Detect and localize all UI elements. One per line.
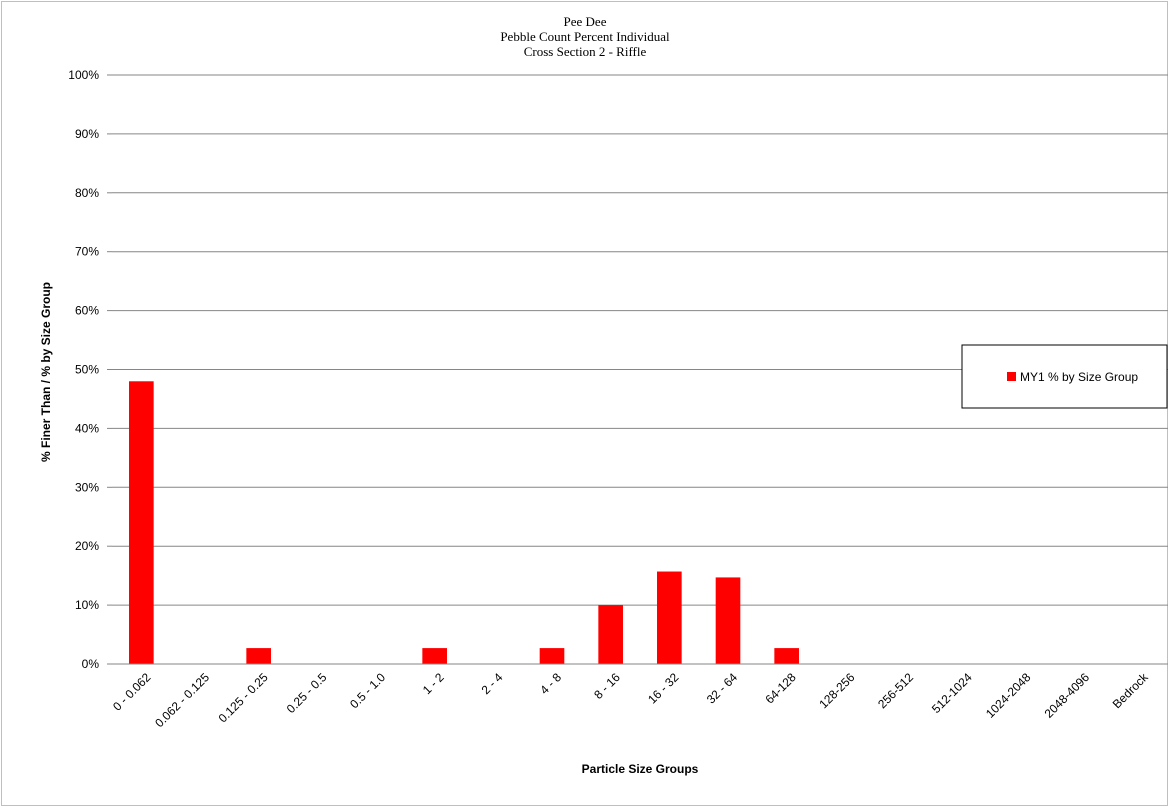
bar [774, 648, 799, 664]
y-tick-label: 100% [68, 68, 99, 82]
legend-box [961, 344, 1168, 409]
title-line-2: Pebble Count Percent Individual [500, 29, 670, 44]
legend-swatch [1007, 372, 1016, 381]
x-tick-label: 2 - 4 [479, 670, 506, 697]
legend-label: MY1 % by Size Group [1020, 370, 1138, 384]
title-line-3: Cross Section 2 - Riffle [524, 44, 647, 59]
bar [657, 571, 682, 664]
x-tick-label: 512-1024 [929, 670, 975, 716]
y-axis-ticks: 0% 10% 20% 30% 40% 50% 60% 70% 80% 90% 100% [68, 68, 112, 671]
x-tick-label: 4 - 8 [537, 670, 564, 697]
y-tick-label: 20% [75, 539, 99, 553]
bar [246, 648, 271, 664]
x-tick-label: 8 - 16 [591, 670, 623, 702]
x-tick-label: 0.062 - 0.125 [152, 670, 212, 730]
x-tick-label: 256-512 [875, 670, 916, 711]
gridlines [112, 74, 1168, 606]
x-tick-label: 0 - 0.062 [110, 670, 154, 714]
x-axis-label: Particle Size Groups [582, 762, 699, 776]
y-tick-label: 90% [75, 127, 99, 141]
x-tick-label: Bedrock [1110, 670, 1152, 712]
x-tick-label: 1 - 2 [420, 670, 447, 697]
x-tick-label: 2048-4096 [1042, 670, 1093, 721]
x-tick-label: 0.125 - 0.25 [216, 670, 271, 725]
x-tick-label: 128-256 [816, 670, 857, 711]
x-tick-label: 64-128 [762, 670, 799, 707]
x-tick-label: 0.25 - 0.5 [284, 670, 330, 716]
bars [129, 381, 799, 664]
bar [598, 605, 623, 664]
bar [715, 577, 741, 664]
legend: MY1 % by Size Group [961, 344, 1168, 409]
x-tick-label: 16 - 32 [645, 670, 682, 707]
chart-title: Pee Dee Pebble Count Percent Individual … [500, 14, 670, 59]
x-tick-label: 1024-2048 [983, 670, 1034, 721]
y-tick-label: 40% [75, 421, 99, 435]
y-tick-label: 30% [75, 480, 99, 494]
bar [129, 381, 154, 664]
y-tick-label: 80% [75, 186, 99, 200]
y-axis-label: % Finer Than / % by Size Group [39, 282, 53, 462]
y-tick-label: 60% [75, 304, 99, 318]
y-tick-label: 0% [82, 657, 100, 671]
y-tick-label: 10% [75, 598, 99, 612]
bar [539, 648, 565, 664]
y-tick-label: 70% [75, 245, 99, 259]
title-line-1: Pee Dee [564, 14, 607, 29]
x-tick-label: 0.5 - 1.0 [347, 670, 388, 711]
y-tick-label: 50% [75, 363, 99, 377]
x-tick-label: 32 - 64 [704, 670, 741, 707]
bar [422, 648, 447, 664]
